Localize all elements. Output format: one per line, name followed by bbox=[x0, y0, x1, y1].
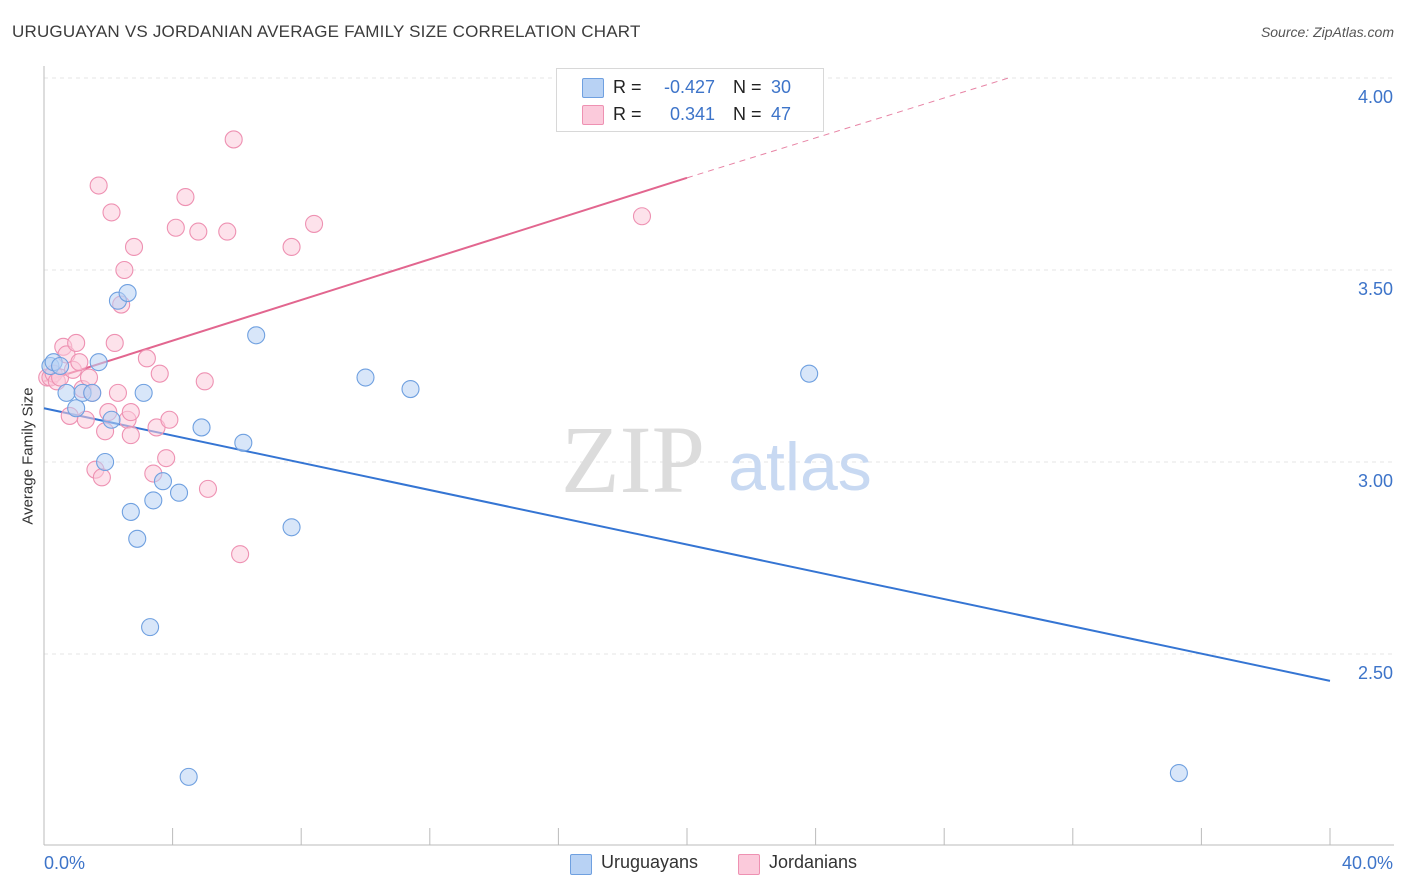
point-jordanians bbox=[121, 403, 140, 422]
legend-r-label: R = bbox=[613, 77, 642, 97]
point-jordanians bbox=[224, 130, 243, 149]
trend-line-jordanians bbox=[43, 176, 688, 383]
y-tick-label: 4.00 bbox=[1358, 87, 1393, 107]
gridlines bbox=[44, 77, 1394, 655]
point-jordanians bbox=[121, 426, 140, 445]
chart-title: URUGUAYAN VS JORDANIAN AVERAGE FAMILY SI… bbox=[12, 22, 641, 41]
x-tick-label: 0.0% bbox=[44, 853, 85, 873]
watermark-atlas: atlas bbox=[728, 429, 872, 505]
trend-line-uruguayans bbox=[43, 407, 1331, 682]
series-label-uruguayans: Uruguayans bbox=[601, 852, 699, 872]
point-jordanians bbox=[137, 349, 156, 368]
watermark: ZIP atlas bbox=[561, 406, 872, 513]
source-label: Source: ZipAtlas.com bbox=[1260, 24, 1394, 40]
point-uruguayans bbox=[96, 452, 115, 472]
point-uruguayans bbox=[192, 418, 211, 437]
legend-row-jordanians: R = 0.341 N = 47 bbox=[557, 100, 823, 128]
watermark-zip: ZIP bbox=[561, 406, 705, 513]
y-tick-label: 2.50 bbox=[1358, 663, 1393, 683]
point-uruguayans bbox=[51, 356, 70, 376]
point-uruguayans bbox=[83, 383, 102, 402]
point-jordanians bbox=[157, 449, 176, 468]
point-jordanians bbox=[150, 364, 169, 383]
point-uruguayans bbox=[141, 618, 160, 637]
point-jordanians bbox=[102, 203, 121, 222]
point-uruguayans bbox=[153, 472, 173, 491]
point-uruguayans bbox=[89, 353, 108, 372]
point-jordanians bbox=[176, 187, 195, 207]
point-uruguayans bbox=[1169, 763, 1188, 783]
tick-labels: 2.50 3.00 3.50 4.00 0.0% 40.0% bbox=[44, 87, 1393, 873]
point-uruguayans bbox=[57, 383, 76, 402]
point-jordanians bbox=[92, 468, 111, 487]
point-jordanians bbox=[108, 383, 127, 402]
legend-row-uruguayans: R = -0.427 N = 30 bbox=[557, 73, 823, 101]
point-uruguayans bbox=[169, 483, 189, 502]
point-uruguayans bbox=[356, 368, 375, 387]
point-uruguayans bbox=[134, 383, 153, 402]
point-uruguayans bbox=[121, 502, 140, 521]
point-jordanians bbox=[70, 353, 89, 372]
point-uruguayans bbox=[102, 410, 121, 429]
legend-n-value: 30 bbox=[771, 77, 792, 97]
point-jordanians bbox=[124, 237, 144, 257]
y-tick-label: 3.00 bbox=[1358, 471, 1393, 491]
point-uruguayans bbox=[800, 364, 819, 383]
point-uruguayans bbox=[401, 379, 420, 399]
legend-n-value: 47 bbox=[771, 104, 792, 124]
trend-lines bbox=[43, 77, 1331, 682]
point-jordanians bbox=[195, 372, 214, 391]
point-uruguayans bbox=[144, 491, 163, 510]
point-jordanians bbox=[76, 410, 95, 429]
legend-r-value: -0.427 bbox=[663, 77, 715, 97]
point-jordanians bbox=[632, 207, 652, 226]
point-uruguayans bbox=[128, 529, 147, 548]
point-jordanians bbox=[160, 410, 179, 429]
data-points bbox=[38, 130, 1188, 786]
point-jordanians bbox=[231, 545, 250, 564]
legend-n-label: N = bbox=[733, 104, 762, 124]
point-uruguayans bbox=[247, 326, 266, 345]
series-swatch-jordanians bbox=[738, 854, 760, 875]
legend-n-label: N = bbox=[733, 77, 762, 97]
point-jordanians bbox=[67, 333, 86, 353]
point-jordanians bbox=[189, 222, 208, 241]
legend-swatch-jordanians bbox=[582, 105, 604, 125]
x-tick-label: 40.0% bbox=[1342, 853, 1393, 873]
point-uruguayans bbox=[179, 767, 198, 786]
point-jordanians bbox=[115, 260, 134, 280]
point-jordanians bbox=[198, 479, 218, 498]
point-uruguayans bbox=[118, 283, 137, 303]
correlation-legend: R = -0.427 N = 30 R = 0.341 N = 47 bbox=[556, 68, 824, 132]
series-swatch-uruguayans bbox=[570, 854, 592, 875]
point-jordanians bbox=[166, 218, 185, 237]
legend-swatch-uruguayans bbox=[582, 78, 604, 98]
point-jordanians bbox=[79, 368, 99, 387]
trend-line-extension-jordanians bbox=[686, 77, 1009, 179]
axes bbox=[43, 66, 1394, 846]
point-jordanians bbox=[105, 333, 124, 353]
series-label-jordanians: Jordanians bbox=[769, 852, 858, 872]
point-uruguayans bbox=[282, 518, 301, 537]
point-uruguayans bbox=[234, 433, 253, 452]
point-uruguayans bbox=[67, 399, 86, 418]
y-tick-label: 3.50 bbox=[1358, 279, 1393, 299]
point-jordanians bbox=[282, 237, 301, 257]
legend-r-label: R = bbox=[613, 104, 642, 124]
point-jordanians bbox=[89, 176, 108, 195]
point-jordanians bbox=[305, 214, 324, 233]
legend-r-value: 0.341 bbox=[669, 104, 715, 124]
point-jordanians bbox=[218, 222, 237, 241]
